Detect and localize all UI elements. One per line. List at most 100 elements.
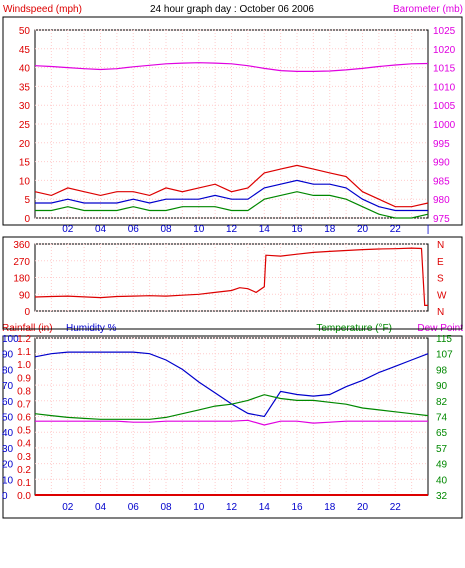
- rainfall-tick-label: 0.0: [17, 491, 31, 502]
- barometer-tick-label: 1020: [433, 45, 456, 56]
- hour-tick-label: 02: [62, 502, 74, 513]
- humidity-tick-label: 30: [2, 444, 14, 455]
- temperature-tick-label: 115: [436, 334, 452, 345]
- barometer-tick-label: 1010: [433, 82, 456, 93]
- panel-1-border: [2, 16, 463, 226]
- chart-panels: 0510152025303540455097598098599099510001…: [2, 16, 463, 519]
- panel-3-border: [2, 335, 463, 519]
- wind-direction-tick-label: 270: [13, 257, 30, 268]
- series-dew_point: [35, 419, 428, 426]
- humidity-tick-label: 90: [2, 350, 14, 361]
- windspeed-tick-label: 45: [19, 45, 31, 56]
- windspeed-tick-label: 0: [24, 214, 30, 225]
- hour-tick-label: 10: [193, 502, 205, 513]
- hour-tick-label: 12: [226, 224, 238, 235]
- rainfall-tick-label: 0.7: [17, 399, 31, 410]
- series-temperature: [34, 394, 429, 420]
- series-wind_min: [35, 191, 429, 219]
- wind-direction-tick-label: 180: [13, 274, 30, 285]
- hour-tick-label: 20: [357, 224, 369, 235]
- barometer-tick-label: 1015: [433, 64, 456, 75]
- humidity-tick-label: 20: [2, 460, 14, 471]
- rainfall-tick-label: 1.1: [17, 347, 31, 358]
- temperature-tick-label: 32: [436, 491, 448, 502]
- hour-tick-label: 22: [390, 224, 402, 235]
- rainfall-tick-label: 0.1: [17, 478, 31, 489]
- hour-tick-label: 18: [324, 224, 336, 235]
- barometer-tick-label: 980: [433, 195, 450, 206]
- hour-tick-label: 12: [226, 502, 238, 513]
- humidity-tick-label: 70: [2, 381, 14, 392]
- rainfall-tick-label: 1.2: [17, 334, 31, 345]
- windspeed-tick-label: 35: [19, 82, 31, 93]
- temperature-tick-label: 65: [436, 428, 448, 439]
- compass-tick-label: N: [437, 307, 444, 318]
- compass-tick-label: W: [437, 290, 447, 301]
- series-wind_avg: [35, 179, 428, 212]
- wind-direction-tick-label: 360: [13, 240, 30, 251]
- hour-tick-label: 16: [291, 224, 303, 235]
- hour-tick-label: 14: [259, 502, 271, 513]
- windspeed-tick-label: 40: [19, 64, 31, 75]
- windspeed-tick-label: 25: [19, 120, 31, 131]
- hour-tick-label: 08: [160, 502, 172, 513]
- rainfall-tick-label: 0.9: [17, 373, 31, 384]
- hour-tick-label: 16: [291, 502, 303, 513]
- barometer-tick-label: 1005: [433, 101, 456, 112]
- temperature-tick-label: 90: [436, 381, 448, 392]
- wind-direction-tick-label: 90: [19, 290, 31, 301]
- panel-2-border: [2, 236, 463, 330]
- windspeed-tick-label: 15: [19, 158, 31, 169]
- compass-tick-label: N: [437, 240, 444, 251]
- barometer-tick-label: 985: [433, 176, 450, 187]
- rainfall-tick-label: 0.5: [17, 426, 31, 437]
- temperature-tick-label: 98: [436, 365, 448, 376]
- temperature-tick-label: 74: [436, 413, 448, 424]
- humidity-tick-label: 80: [2, 365, 14, 376]
- chart-title: 24 hour graph day : October 06 2006: [150, 4, 314, 15]
- hour-tick-end: |: [427, 224, 430, 235]
- temperature-tick-label: 82: [436, 397, 448, 408]
- temperature-tick-label: 57: [436, 444, 448, 455]
- compass-tick-label: S: [437, 274, 444, 285]
- rainfall-tick-label: 1.0: [17, 360, 31, 371]
- barometer-tick-label: 1000: [433, 120, 456, 131]
- hour-tick-label: 04: [95, 502, 107, 513]
- humidity-tick-label: 40: [2, 428, 14, 439]
- barometer-tick-label: 975: [433, 214, 450, 225]
- humidity-tick-label: 50: [2, 413, 14, 424]
- series-wind_dir: [34, 247, 428, 306]
- temperature-tick-label: 49: [436, 460, 448, 471]
- wind-direction-tick-label: 0: [24, 307, 30, 318]
- hour-tick-label: 06: [128, 502, 140, 513]
- hour-tick-label: 10: [193, 224, 205, 235]
- barometer-tick-label: 995: [433, 139, 450, 150]
- rainfall-tick-label: 0.4: [17, 439, 31, 450]
- humidity-tick-label: 100: [2, 334, 19, 345]
- series-wind_gust: [34, 164, 429, 208]
- rainfall-tick-label: 0.3: [17, 452, 31, 463]
- barometer-tick-label: 1025: [433, 26, 456, 37]
- hour-tick-label: 02: [62, 224, 74, 235]
- hour-tick-label: 08: [160, 224, 172, 235]
- barometer-tick-label: 990: [433, 158, 450, 169]
- compass-tick-label: E: [437, 257, 444, 268]
- windspeed-tick-label: 20: [19, 139, 31, 150]
- temperature-tick-label: 107: [436, 350, 453, 361]
- hour-tick-label: 06: [128, 224, 140, 235]
- windspeed-tick-label: 10: [19, 176, 31, 187]
- rainfall-tick-label: 0.8: [17, 386, 31, 397]
- humidity-tick-label: 60: [2, 397, 14, 408]
- windspeed-axis-label: Windspeed (mph): [3, 4, 82, 15]
- barometer-axis-label: Barometer (mb): [393, 4, 463, 15]
- windspeed-tick-label: 50: [19, 26, 31, 37]
- hour-tick-label: 04: [95, 224, 107, 235]
- rainfall-tick-label: 0.6: [17, 413, 31, 424]
- hour-tick-label: 20: [357, 502, 369, 513]
- rainfall-tick-label: 0.2: [17, 465, 31, 476]
- series-barometer: [34, 62, 429, 72]
- hour-tick-label: 22: [390, 502, 402, 513]
- humidity-tick-label: 10: [2, 475, 14, 486]
- humidity-tick-label: 0: [2, 491, 8, 502]
